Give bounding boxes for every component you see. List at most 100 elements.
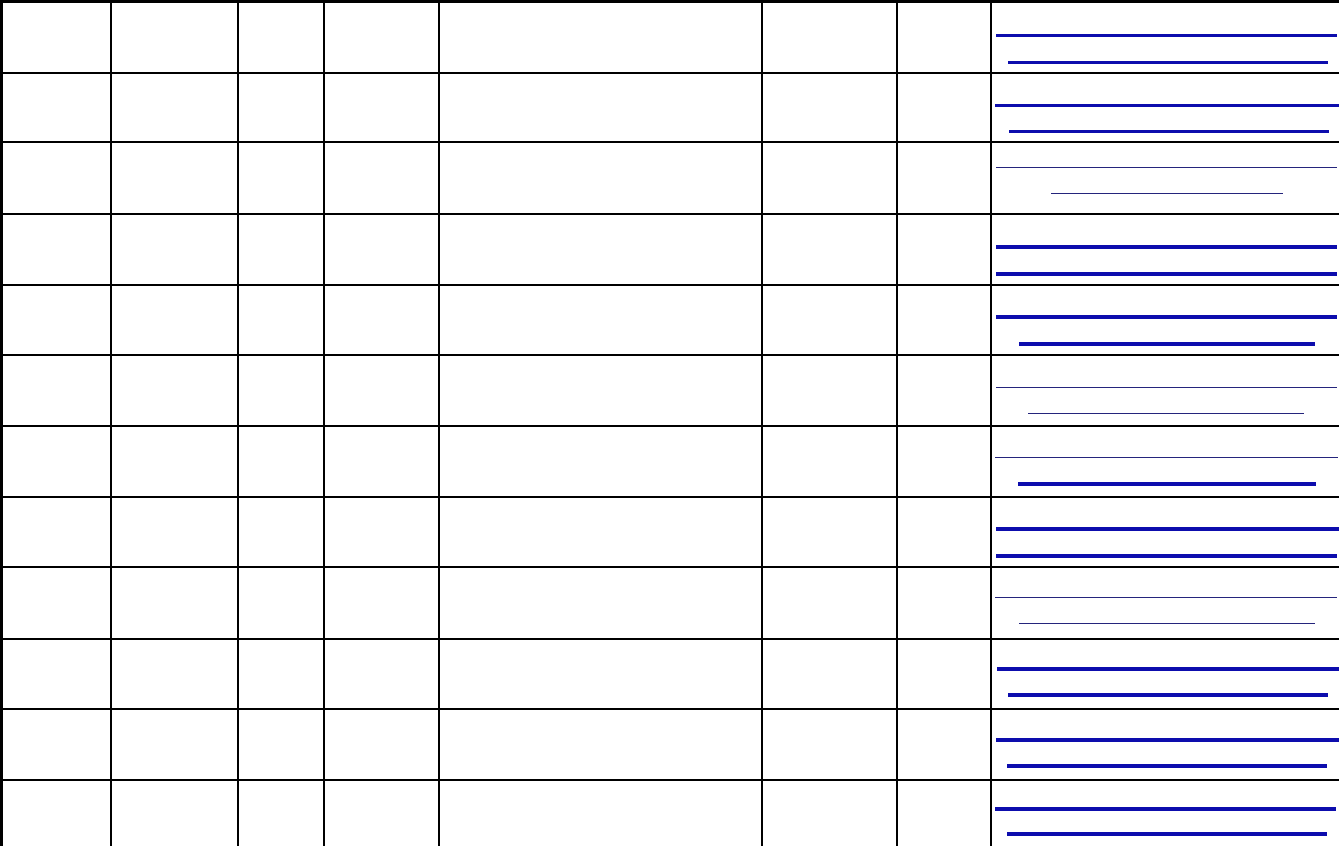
table-cell	[437, 71, 763, 143]
table-cell	[437, 0, 763, 74]
link-underline[interactable]	[1027, 412, 1304, 414]
link-underline[interactable]	[995, 34, 1337, 37]
table-cell	[760, 140, 898, 215]
links-cell	[989, 707, 1339, 781]
table-cell	[760, 283, 898, 356]
link-underline[interactable]	[995, 553, 1337, 558]
link-underline[interactable]	[994, 456, 1338, 458]
table-row	[0, 353, 1339, 427]
table-cell	[0, 212, 112, 286]
table-cell	[109, 495, 239, 568]
table-cell	[109, 212, 239, 286]
table-row	[0, 212, 1339, 286]
table-row	[0, 707, 1339, 781]
link-underline[interactable]	[995, 314, 1337, 319]
link-underline[interactable]	[1018, 622, 1315, 624]
table-cell	[322, 283, 440, 356]
table-cell	[438, 212, 763, 286]
link-underline[interactable]	[995, 526, 1339, 531]
table-row	[0, 140, 1339, 215]
table-cell	[109, 424, 239, 498]
link-underline[interactable]	[1007, 692, 1328, 697]
link-underline[interactable]	[995, 271, 1337, 276]
link-underline[interactable]	[994, 103, 1339, 107]
table-cell	[109, 353, 239, 427]
table-cell	[760, 212, 898, 286]
table-cell	[236, 283, 325, 356]
link-underline[interactable]	[994, 806, 1336, 811]
link-underline[interactable]	[1007, 61, 1328, 64]
table-cell	[236, 0, 325, 74]
link-underline[interactable]	[1006, 763, 1327, 768]
table-cell	[322, 424, 440, 498]
links-cell	[989, 565, 1339, 640]
table-cell	[895, 707, 992, 781]
table-cell	[322, 778, 440, 846]
table-cell	[895, 212, 992, 286]
table-cell	[760, 565, 898, 640]
links-cell	[989, 283, 1339, 356]
table-cell	[438, 140, 763, 215]
table-cell	[322, 565, 440, 640]
table-row	[0, 283, 1339, 356]
table-row	[0, 424, 1339, 498]
table-cell	[0, 778, 112, 846]
link-underline[interactable]	[995, 386, 1337, 388]
table-row	[0, 565, 1339, 640]
table-cell	[438, 424, 763, 498]
table-cell	[322, 637, 440, 710]
table-cell	[895, 637, 992, 710]
table-row	[0, 71, 1339, 143]
links-cell	[989, 0, 1339, 74]
table-cell	[438, 495, 763, 568]
link-underline[interactable]	[996, 666, 1339, 671]
link-underline[interactable]	[1017, 481, 1316, 486]
table-cell	[322, 212, 440, 286]
link-underline[interactable]	[995, 244, 1337, 249]
table-cell	[0, 637, 112, 710]
link-underline[interactable]	[994, 596, 1337, 598]
link-underline[interactable]	[1018, 341, 1315, 346]
table-cell	[109, 707, 239, 781]
table-cell	[895, 495, 992, 568]
table-cell	[322, 0, 440, 74]
table-cell	[322, 71, 440, 143]
link-underline[interactable]	[1006, 831, 1327, 836]
links-cell	[989, 637, 1339, 710]
table-cell	[438, 353, 763, 427]
table-cell	[109, 565, 239, 640]
table-cell	[109, 0, 239, 74]
table-cell	[236, 637, 325, 710]
link-underline[interactable]	[1050, 192, 1283, 194]
table-cell	[895, 0, 992, 74]
table-cell	[438, 565, 763, 640]
table-cell	[236, 212, 325, 286]
table-cell	[236, 71, 325, 143]
table-cell	[895, 778, 992, 846]
table-cell	[895, 565, 992, 640]
table-cell	[895, 353, 992, 427]
table-cell	[0, 140, 112, 215]
link-underline[interactable]	[1008, 129, 1329, 133]
table-cell	[0, 565, 112, 640]
table-row	[0, 778, 1339, 846]
table-cell	[438, 707, 763, 781]
links-cell	[989, 212, 1339, 286]
table-cell	[0, 424, 112, 498]
table-cell	[236, 353, 325, 427]
table-cell	[760, 71, 898, 143]
table-cell	[109, 71, 239, 143]
links-cell	[989, 71, 1339, 143]
link-underline[interactable]	[995, 737, 1339, 742]
table-cell	[322, 353, 440, 427]
table-cell	[760, 637, 898, 710]
link-underline[interactable]	[995, 166, 1337, 168]
table-cell	[438, 283, 763, 356]
table-cell	[0, 0, 112, 74]
table-cell	[760, 424, 898, 498]
table-row	[0, 637, 1339, 710]
table-cell	[760, 707, 898, 781]
table-cell	[760, 0, 898, 74]
